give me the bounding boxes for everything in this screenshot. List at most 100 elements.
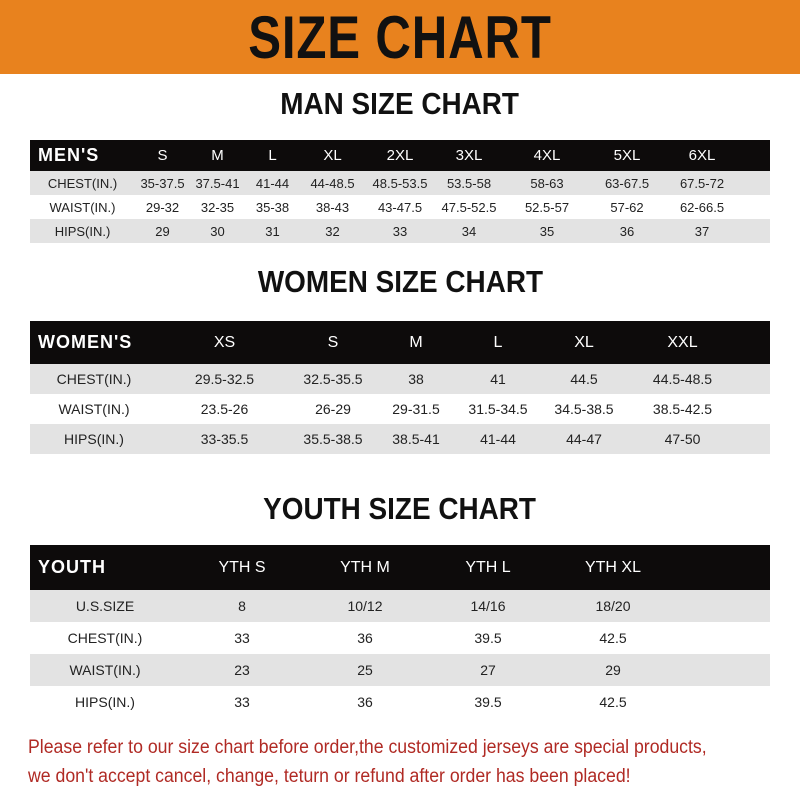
table-row-cell: 29.5-32.5 <box>194 371 255 387</box>
header-row-cell: S <box>157 147 168 164</box>
table-row-cell: 29 <box>605 662 621 678</box>
header-row-cell: YTH S <box>218 558 266 576</box>
table-row-cell: 58-63 <box>530 175 564 191</box>
table-row-cell: 8 <box>238 598 246 614</box>
table-row-cell: 35 <box>539 223 555 239</box>
table-row: HIPS(IN.) 33-35.5 35.5-38.5 38.5-41 41-44 44-… <box>30 424 770 454</box>
table-row: HIPS(IN.) 33 36 39.5 42.5 <box>30 686 770 718</box>
header-row-cell: XL <box>574 333 594 351</box>
header-row-cell: M <box>409 333 423 351</box>
table-row-cell: 32 <box>325 223 340 239</box>
banner-title: SIZE CHART <box>248 3 552 71</box>
header-row-label: MEN'S <box>38 145 100 165</box>
table-row-cell: 26-29 <box>315 401 351 417</box>
table-row-cell: 63-67.5 <box>604 175 650 191</box>
table-row-cell: 38-43 <box>315 199 350 215</box>
table-row-cell: 33 <box>392 223 408 239</box>
header-row: MEN'S S M L XL 2XL 3XL 4XL 5XL 6XL <box>30 140 770 171</box>
table-row-cell: 38.5-41 <box>392 431 440 447</box>
men-title-text: MAN SIZE CHART <box>280 86 520 121</box>
table-row-cell: 32.5-35.5 <box>303 371 363 387</box>
table-row-cell: 18/20 <box>595 598 631 614</box>
table-row-cell: 36 <box>357 630 373 646</box>
header-row-cell: 3XL <box>455 147 483 164</box>
notice-line-2: we don't accept cancel, change, teturn o… <box>28 766 631 787</box>
table-row-cell: 14/16 <box>470 598 506 614</box>
table-row-cell: 41 <box>490 371 506 387</box>
table-row-cell: 23.5-26 <box>200 401 249 417</box>
header-row-cell: YTH L <box>465 558 511 576</box>
table-row-cell: 53.5-58 <box>446 175 492 191</box>
table-row-cell: 41-44 <box>480 431 516 447</box>
header-row-cell: XXL <box>667 333 698 351</box>
header-row-cell: YTH XL <box>584 558 641 576</box>
table-row-label: U.S.SIZE <box>75 598 135 614</box>
table-row-cell: 42.5 <box>599 694 627 710</box>
banner: SIZE CHART <box>0 0 800 74</box>
table-row-cell: 37 <box>694 223 710 239</box>
table-row-cell: 34 <box>461 223 477 239</box>
table-row-cell: 37.5-41 <box>195 175 240 191</box>
table-row-cell: 47-50 <box>664 431 701 447</box>
table-row: U.S.SIZE 8 10/12 14/16 18/20 <box>30 590 770 622</box>
youth-size-table: YOUTH YTH S YTH M YTH L YTH XL U.S.SIZE 8 10/12… <box>30 545 770 718</box>
table-row-cell: 39.5 <box>474 630 502 646</box>
youth-title-text: YOUTH SIZE CHART <box>263 491 537 526</box>
header-row-cell: 4XL <box>533 147 561 164</box>
table-row-label: WAIST(IN.) <box>49 199 116 215</box>
table-row: HIPS(IN.) 29 30 31 32 33 34 35 36 37 <box>30 219 770 243</box>
header-row-cell: 6XL <box>688 147 716 164</box>
men-size-table: MEN'S S M L XL 2XL 3XL 4XL 5XL 6XL CHEST(IN.) 35-37… <box>30 140 770 243</box>
header-row: WOMEN'S XS S M L XL XXL <box>30 321 770 364</box>
header-row: YOUTH YTH S YTH M YTH L YTH XL <box>30 545 770 590</box>
table-row: WAIST(IN.) 29-32 32-35 35-38 38-43 43-47.5 47.… <box>30 195 770 219</box>
table-row-cell: 33 <box>234 630 250 646</box>
header-row-cell: 2XL <box>386 147 414 164</box>
table-row-cell: 30 <box>210 223 225 239</box>
table-row-label: HIPS(IN.) <box>75 694 135 710</box>
table-row-cell: 48.5-53.5 <box>372 175 428 191</box>
table-row-cell: 29-31.5 <box>392 401 440 417</box>
header-row-cell: YTH M <box>340 558 390 576</box>
table-row-label: CHEST(IN.) <box>47 175 118 191</box>
women-section-title: WOMEN SIZE CHART <box>0 264 800 300</box>
youth-section-title: YOUTH SIZE CHART <box>0 491 800 527</box>
table-row-cell: 38.5-42.5 <box>652 401 713 417</box>
table-row-cell: 43-47.5 <box>377 199 423 215</box>
table-row-cell: 67.5-72 <box>679 175 725 191</box>
table-row: WAIST(IN.) 23.5-26 26-29 29-31.5 31.5-34.5 34… <box>30 394 770 424</box>
table-row-label: HIPS(IN.) <box>54 223 111 239</box>
table-row-cell: 23 <box>234 662 250 678</box>
table-row-label: HIPS(IN.) <box>64 431 124 447</box>
header-row-label: WOMEN'S <box>38 332 133 352</box>
table-row-label: CHEST(IN.) <box>56 371 132 387</box>
table-row-cell: 25 <box>357 662 373 678</box>
table-row-cell: 44-48.5 <box>310 175 355 191</box>
header-row-cell: XL <box>323 147 342 164</box>
table-row: CHEST(IN.) 33 36 39.5 42.5 <box>30 622 770 654</box>
table-row-cell: 33 <box>234 694 250 710</box>
table-row-cell: 32-35 <box>200 199 235 215</box>
table-row-label: CHEST(IN.) <box>67 630 143 646</box>
table-row-cell: 33-35.5 <box>200 431 249 447</box>
table-row-cell: 44.5-48.5 <box>652 371 713 387</box>
header-row-label: YOUTH <box>38 557 106 577</box>
table-row-cell: 44-47 <box>566 431 602 447</box>
table-row-cell: 42.5 <box>599 630 627 646</box>
table-row-label: WAIST(IN.) <box>58 401 130 417</box>
table-row: WAIST(IN.) 23 25 27 29 <box>30 654 770 686</box>
table-row-cell: 34.5-38.5 <box>554 401 614 417</box>
table-row-cell: 31.5-34.5 <box>468 401 528 417</box>
header-row-cell: 5XL <box>613 147 641 164</box>
table-row-cell: 31 <box>265 223 280 239</box>
header-row-cell: L <box>268 147 277 164</box>
table-row-cell: 47.5-52.5 <box>441 199 497 215</box>
notice-line-1: Please refer to our size chart before or… <box>28 737 707 758</box>
table-row-cell: 62-66.5 <box>679 199 725 215</box>
notice: Please refer to our size chart before or… <box>28 733 788 791</box>
table-row-cell: 38 <box>408 371 424 387</box>
table-row: CHEST(IN.) 29.5-32.5 32.5-35.5 38 41 44.5 44.5… <box>30 364 770 394</box>
table-row-cell: 35.5-38.5 <box>303 431 363 447</box>
table-row-cell: 44.5 <box>570 371 598 387</box>
header-row-cell: XS <box>213 333 236 351</box>
